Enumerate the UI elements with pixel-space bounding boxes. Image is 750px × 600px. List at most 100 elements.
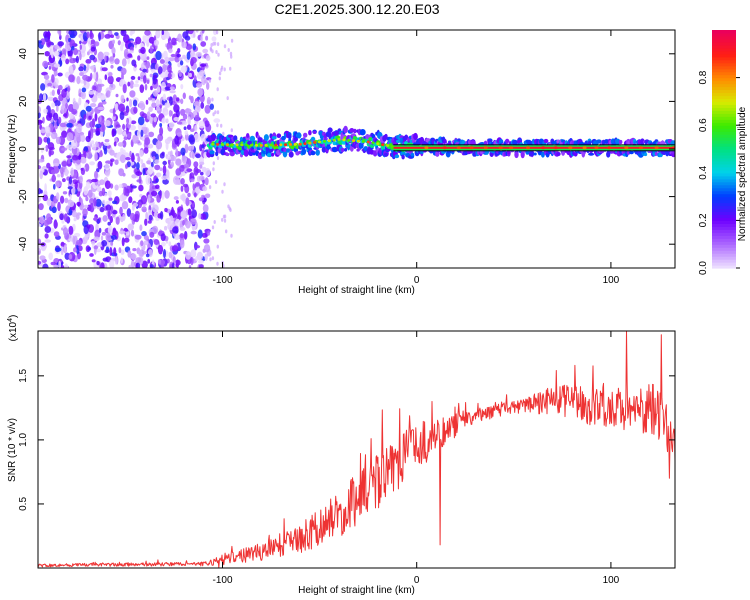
spectral-blob [143, 75, 147, 84]
spectral-blob [187, 30, 194, 35]
colorbar-segment [712, 86, 736, 91]
colorbar-segment [712, 140, 736, 144]
spectral-blob [149, 73, 153, 78]
spectral-blob [498, 146, 503, 150]
spectral-blob [142, 35, 146, 41]
spectral-blob [66, 132, 74, 142]
spectral-blob [118, 168, 125, 177]
spectral-blob [211, 256, 215, 261]
spectral-blob [165, 169, 170, 179]
spectral-blob [162, 164, 167, 175]
spectral-blob [386, 144, 390, 147]
spectral-blob [213, 41, 217, 46]
spectral-blob [156, 86, 161, 93]
spectral-blob [76, 76, 81, 85]
spectral-blob [121, 237, 125, 247]
spectral-blob [164, 111, 169, 116]
spectral-blob [151, 102, 157, 108]
spectral-blob [89, 253, 94, 257]
spectral-blob [216, 143, 220, 146]
spectral-blob [76, 201, 81, 207]
spectral-blob [73, 247, 77, 253]
spectral-blob [39, 170, 43, 180]
spectral-blob [184, 35, 191, 41]
spectral-blob [143, 235, 149, 241]
spectral-blob [42, 263, 49, 268]
spectral-blob [152, 90, 159, 97]
x-tick-label: 100 [603, 275, 620, 286]
spectral-blob [303, 142, 307, 146]
spectral-blob [164, 86, 171, 91]
spectral-blob [541, 151, 545, 158]
spectral-blob [211, 133, 216, 142]
spectral-blob [129, 150, 132, 158]
spectral-blob [151, 97, 156, 104]
spectral-blob [180, 178, 185, 185]
spectral-blob [60, 249, 64, 256]
spectral-blob [136, 162, 140, 170]
spectral-blob [127, 223, 134, 231]
spectral-blob [227, 204, 230, 209]
spectral-blob [188, 264, 192, 268]
spectral-blob [349, 127, 355, 133]
spectral-blob [240, 143, 244, 147]
colorbar-segment [712, 232, 736, 236]
colorbar-tick-label: 0.8 [698, 70, 709, 84]
spectral-blob [107, 210, 111, 220]
spectral-blob [42, 93, 47, 102]
spectral-blob [216, 244, 219, 249]
spectral-blob [157, 66, 163, 75]
spectral-blob [366, 140, 370, 144]
spectral-blob [109, 83, 116, 91]
spectral-blob [177, 33, 183, 43]
spectral-blob [127, 81, 131, 87]
spectral-blob [221, 217, 224, 222]
spectral-blob [103, 51, 110, 57]
spectral-blob [52, 264, 59, 268]
spectral-blob [132, 134, 139, 144]
colorbar-segment [712, 166, 736, 171]
spectral-blob [179, 239, 185, 249]
spectral-blob [120, 41, 125, 47]
spectral-blob [97, 92, 102, 99]
spectral-blob [146, 56, 150, 60]
colorbar-segment [712, 229, 736, 233]
spectral-blob [68, 119, 75, 124]
spectral-blob [155, 30, 161, 39]
spectral-blob [114, 103, 119, 112]
spectral-blob [47, 142, 55, 151]
spectral-blob [179, 226, 186, 231]
spectral-blob [249, 135, 256, 142]
colorbar-segment [712, 110, 736, 114]
spectral-blob [112, 53, 116, 58]
spectral-blob [129, 30, 133, 36]
spectral-blob [217, 52, 220, 57]
spectral-blob [152, 204, 159, 213]
spectral-blob [322, 139, 327, 143]
spectral-blob [110, 241, 114, 246]
colorbar: 0.0 0.2 0.4 0.6 0.8 Normalized spectral ampli… [698, 30, 748, 275]
spectral-blob [89, 203, 95, 213]
spectral-blob [198, 197, 204, 202]
spectral-blob [76, 212, 82, 216]
spectral-blob [340, 147, 345, 153]
spectral-blob [230, 128, 233, 133]
spectral-blob [191, 202, 195, 208]
spectral-blob [92, 85, 97, 91]
spectral-blob [44, 51, 50, 57]
colorbar-segment [712, 256, 736, 260]
spectral-blob [51, 74, 55, 83]
spectral-blob [137, 155, 141, 163]
spectral-blob [172, 226, 179, 234]
spectral-blob [78, 97, 82, 106]
spectral-blob [110, 34, 114, 38]
spectral-blob [60, 54, 66, 62]
spectral-blob [356, 139, 360, 143]
spectral-blob [148, 36, 155, 44]
spectral-blob [177, 48, 181, 53]
colorbar-segment [712, 226, 736, 230]
spectral-blob [177, 208, 181, 218]
colorbar-segment [712, 101, 736, 105]
spectral-blob [137, 129, 141, 138]
spectral-blob [51, 206, 57, 214]
